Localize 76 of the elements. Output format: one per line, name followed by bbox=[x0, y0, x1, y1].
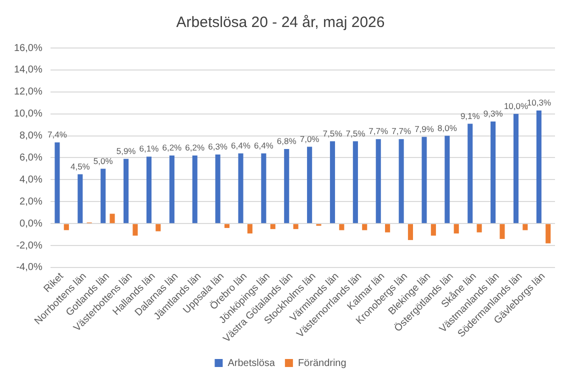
bar bbox=[100, 168, 106, 224]
data-label: 6,2% bbox=[162, 142, 182, 153]
bar bbox=[522, 224, 528, 230]
data-label: 6,1% bbox=[139, 144, 160, 154]
bar bbox=[270, 224, 276, 230]
bar bbox=[476, 224, 482, 232]
data-label: 10,3% bbox=[526, 98, 552, 108]
bar bbox=[490, 122, 496, 224]
bar bbox=[444, 136, 450, 224]
data-label: 6,8% bbox=[276, 136, 297, 146]
y-tick-label: 14,0% bbox=[14, 64, 42, 76]
bar bbox=[124, 158, 129, 224]
bar bbox=[385, 224, 390, 232]
bar bbox=[64, 224, 69, 230]
y-tick-label: 6,0% bbox=[20, 152, 42, 164]
bar bbox=[362, 224, 368, 230]
data-label: 6,4% bbox=[254, 140, 274, 150]
bar bbox=[454, 224, 459, 234]
data-label: 6,4% bbox=[231, 140, 251, 150]
data-label: 7,7% bbox=[368, 126, 389, 136]
bar bbox=[247, 224, 252, 234]
bar bbox=[54, 142, 60, 224]
y-tick-label: 8,0% bbox=[20, 130, 42, 142]
bar bbox=[468, 124, 473, 224]
bar bbox=[78, 174, 83, 224]
chart-title: Arbetslösa 20 - 24 år, maj 2026 bbox=[176, 14, 385, 32]
y-tick-label: 10,0% bbox=[14, 108, 42, 120]
bar bbox=[156, 224, 161, 232]
bar bbox=[546, 224, 551, 244]
legend-label: Arbetslösa bbox=[228, 358, 276, 369]
bar bbox=[422, 136, 427, 224]
bar bbox=[536, 110, 542, 224]
bar bbox=[307, 146, 312, 224]
bar bbox=[238, 153, 244, 224]
bar bbox=[284, 148, 290, 224]
bar bbox=[500, 224, 505, 239]
data-label: 10,0% bbox=[504, 100, 528, 111]
y-tick-label: 2,0% bbox=[20, 196, 42, 208]
bar bbox=[352, 141, 358, 224]
data-label: 6,2% bbox=[185, 142, 205, 153]
data-label: 4,5% bbox=[70, 161, 90, 172]
data-label: 6,3% bbox=[208, 142, 228, 152]
y-tick-label: 12,0% bbox=[14, 86, 42, 98]
data-label: 8,0% bbox=[438, 122, 458, 133]
bar bbox=[215, 154, 220, 224]
data-label: 9,3% bbox=[483, 108, 504, 119]
data-label: 7,4% bbox=[48, 129, 68, 140]
data-label: 7,5% bbox=[346, 128, 366, 138]
bar bbox=[146, 156, 152, 224]
data-label: 7,7% bbox=[392, 126, 412, 136]
bar bbox=[224, 224, 230, 228]
bar bbox=[192, 156, 198, 224]
bar bbox=[376, 139, 381, 224]
data-label: 5,9% bbox=[116, 146, 136, 156]
bar bbox=[339, 224, 344, 230]
y-tick-label: 4,0% bbox=[20, 174, 42, 186]
y-tick-label: -2,0% bbox=[16, 240, 42, 252]
y-tick-label: 0,0% bbox=[20, 218, 42, 230]
bar bbox=[430, 224, 436, 236]
bar bbox=[293, 224, 298, 230]
data-label: 7,0% bbox=[300, 134, 320, 144]
bar bbox=[261, 153, 266, 224]
bar bbox=[110, 214, 115, 224]
data-label: 7,9% bbox=[414, 124, 434, 134]
y-tick-label: -4,0% bbox=[16, 262, 42, 274]
data-label: 9,1% bbox=[460, 110, 480, 121]
bar bbox=[330, 141, 336, 224]
data-label: 5,0% bbox=[93, 156, 114, 166]
legend-label: Förändring bbox=[298, 358, 346, 369]
bar bbox=[513, 114, 519, 224]
bar bbox=[169, 156, 174, 224]
data-label: 7,5% bbox=[322, 128, 343, 138]
bar bbox=[132, 224, 138, 236]
bar bbox=[398, 139, 404, 224]
y-tick-label: 16,0% bbox=[14, 42, 42, 54]
bar bbox=[408, 224, 414, 240]
